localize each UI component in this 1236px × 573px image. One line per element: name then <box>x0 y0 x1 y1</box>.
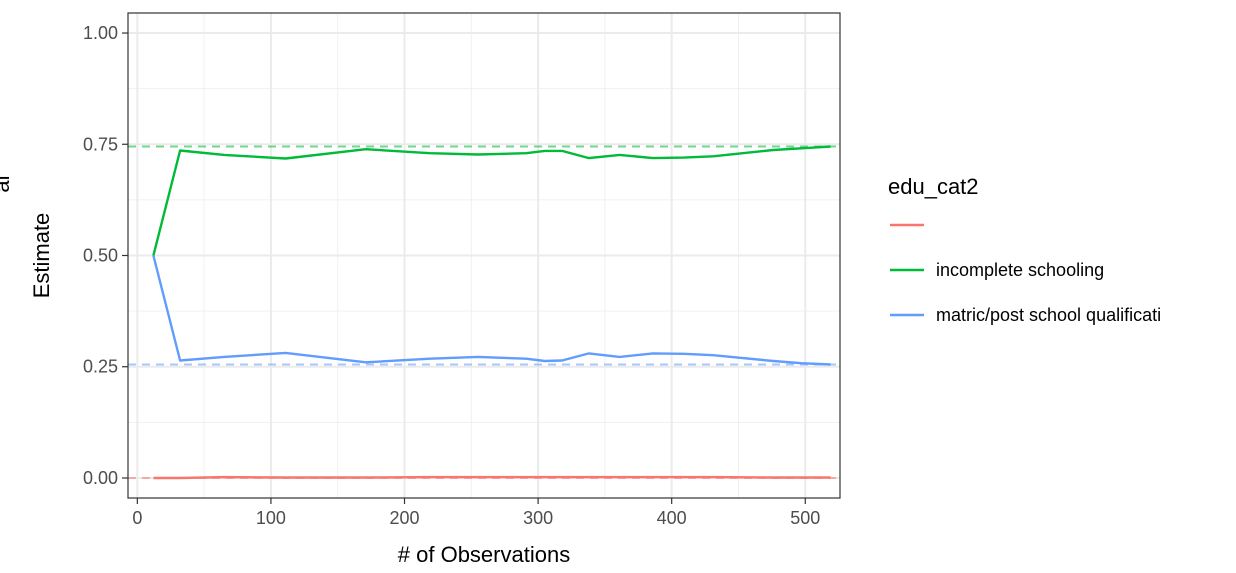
y-tick-label: 0.00 <box>83 468 118 488</box>
x-tick-label: 100 <box>256 508 286 528</box>
y-axis-ticks: 0.00 0.25 0.50 0.75 1.00 <box>83 23 128 488</box>
x-axis-title: # of Observations <box>398 542 570 567</box>
series-line <box>153 475 831 480</box>
legend-item: matric/post school qualificati <box>890 305 1161 325</box>
legend-label: matric/post school qualificati <box>936 305 1161 325</box>
legend: incomplete schooling matric/post school q… <box>890 223 1161 325</box>
series-lines <box>152 145 831 480</box>
x-tick-label: 200 <box>389 508 419 528</box>
legend-label: incomplete schooling <box>936 260 1104 280</box>
y-tick-label: 0.50 <box>83 246 118 266</box>
y-tick-label: 0.25 <box>83 357 118 377</box>
x-axis-ticks: 0 100 200 300 400 500 <box>132 498 820 528</box>
y-tick-label: 0.75 <box>83 134 118 154</box>
legend-item: incomplete schooling <box>890 260 1104 280</box>
x-tick-label: 0 <box>132 508 142 528</box>
x-tick-label: 300 <box>523 508 553 528</box>
legend-title: edu_cat2 <box>888 174 979 199</box>
y-tick-label: 1.00 <box>83 23 118 43</box>
series-line <box>152 255 831 366</box>
reference-lines <box>128 145 840 479</box>
y-axis-title-fragment: al <box>0 175 14 192</box>
x-tick-label: 400 <box>657 508 687 528</box>
major-gridlines <box>128 13 840 498</box>
x-tick-label: 500 <box>790 508 820 528</box>
series-line <box>152 145 831 256</box>
y-axis-title: Estimate <box>29 213 54 299</box>
